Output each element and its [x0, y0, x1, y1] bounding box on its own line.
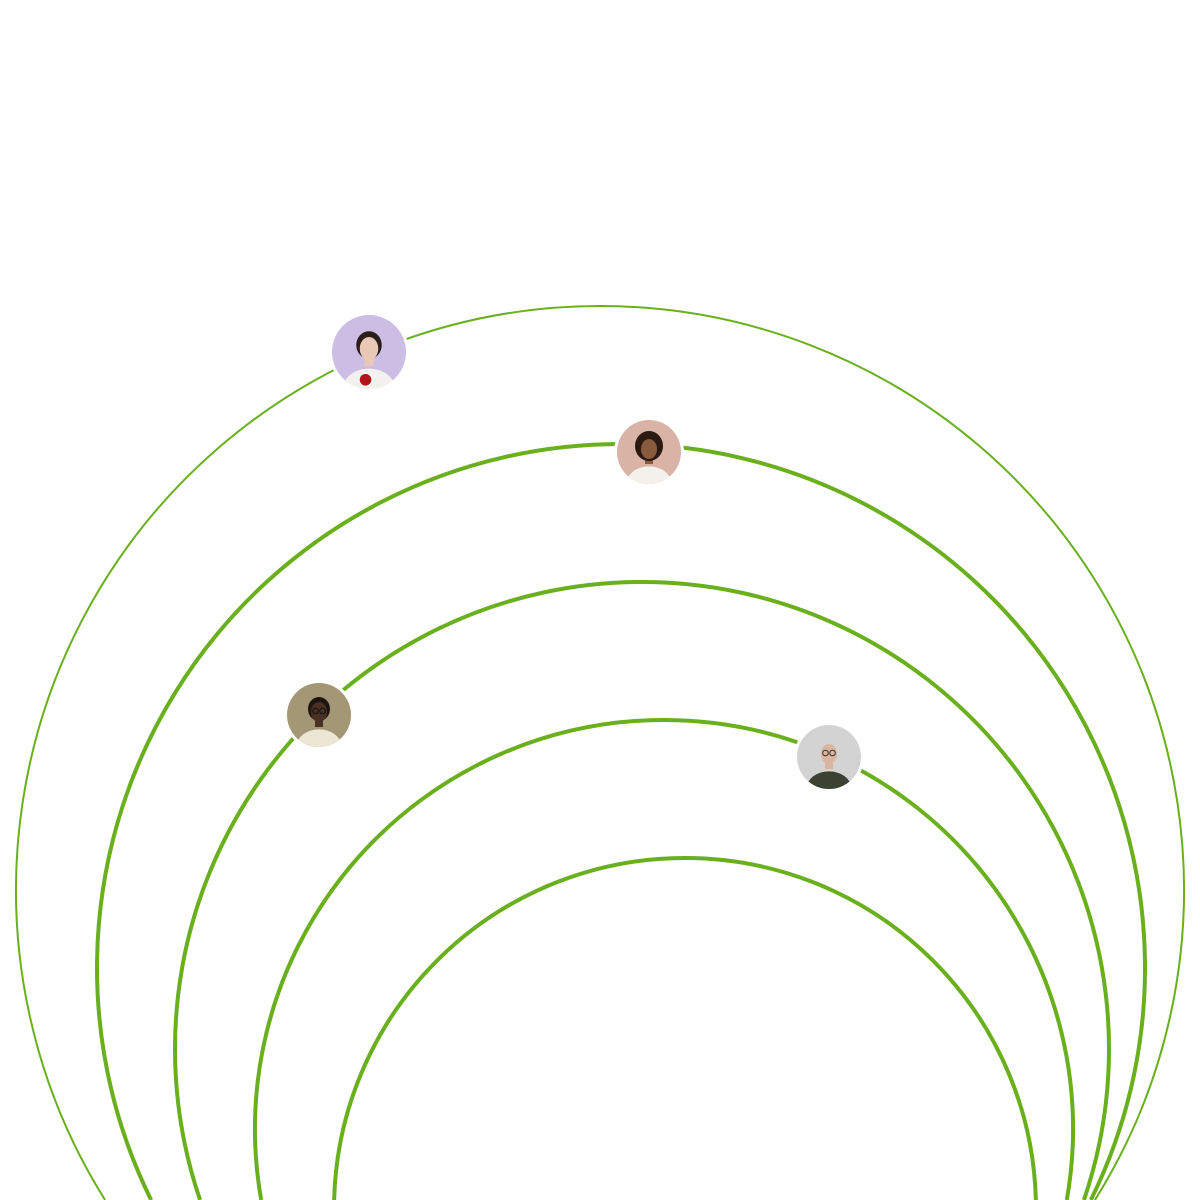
orbit-rings — [15, 304, 1185, 1200]
avatar-group — [284, 312, 864, 792]
avatar-man-with-glasses — [284, 680, 354, 750]
orbit-ring-4 — [253, 718, 1075, 1200]
orbit-ring-2 — [95, 441, 1147, 1200]
orbit-ring-1 — [15, 304, 1185, 1200]
avatar-woman-with-red-flower — [329, 312, 409, 392]
glasses-icon — [822, 749, 829, 757]
flower-icon — [359, 373, 372, 386]
orbit-ring-5 — [332, 856, 1038, 1200]
avatar-woman-with-curly-hair — [614, 417, 684, 487]
avatar-bald-man-with-glasses — [794, 722, 864, 792]
glasses-icon — [312, 707, 319, 715]
orbit-ring-3 — [173, 580, 1111, 1200]
